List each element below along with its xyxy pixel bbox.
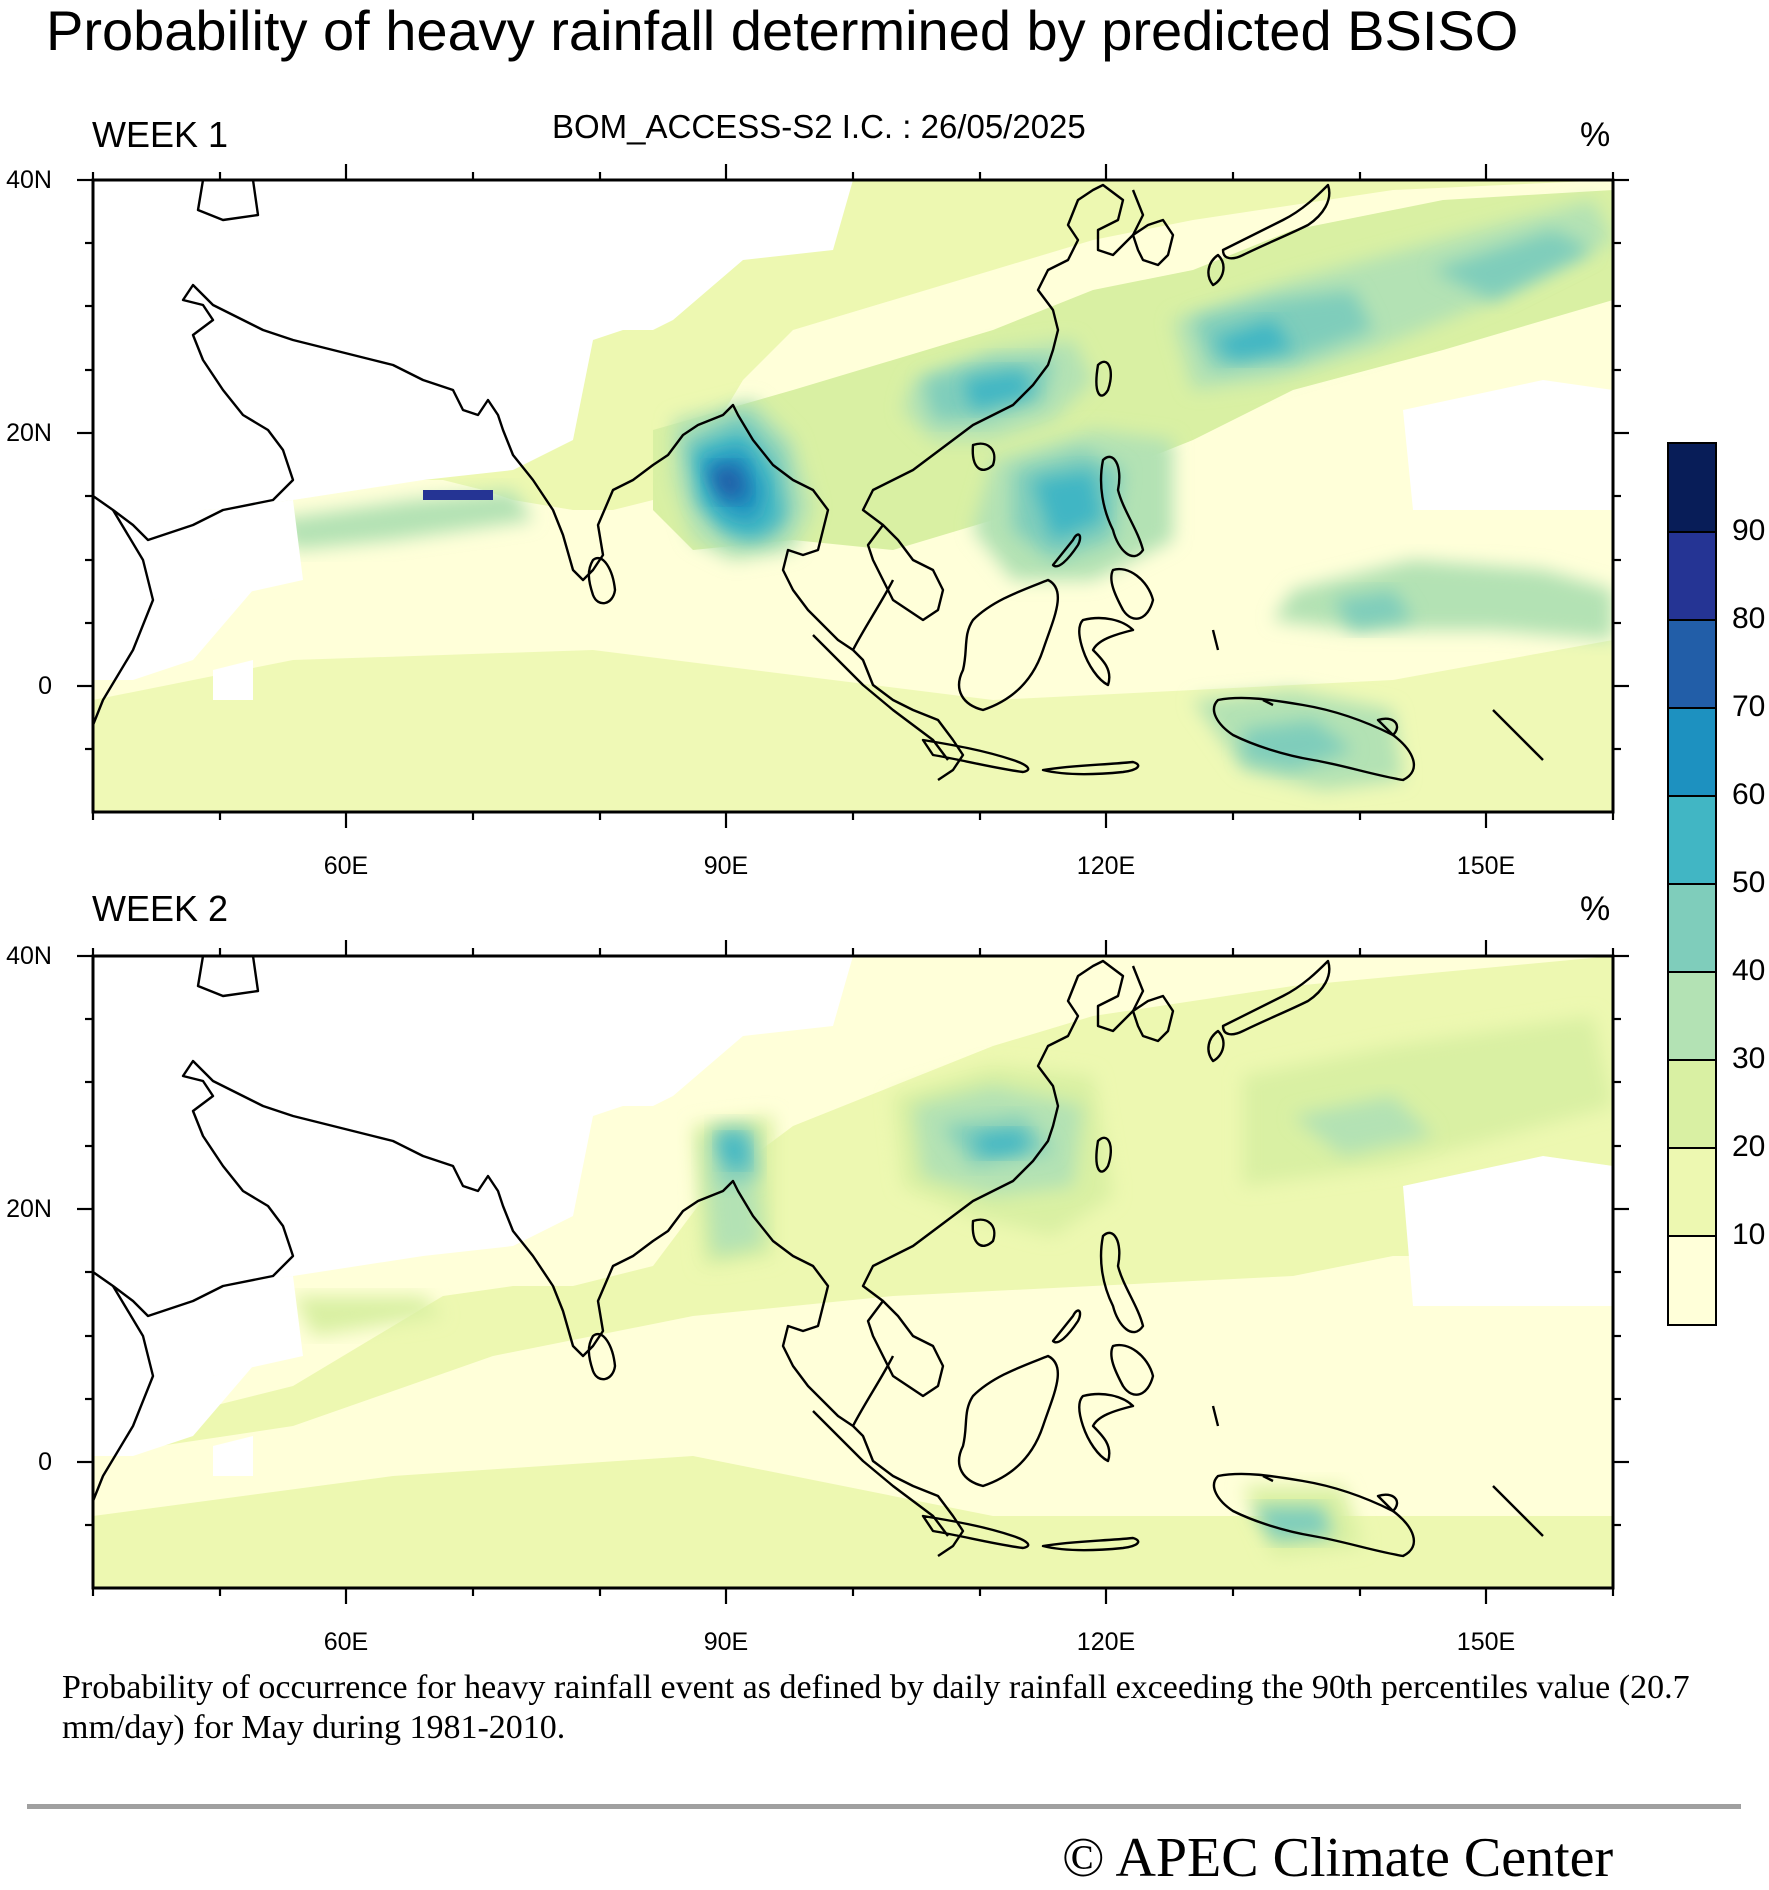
colorbar-segment [1669,444,1715,532]
colorbar-label: 50 [1732,866,1766,899]
week2-lat-40n: 40N [6,942,52,970]
colorbar-boundary [1669,1235,1715,1237]
colorbar-label: 40 [1732,954,1766,987]
colorbar-segment [1669,1060,1715,1148]
colorbar [1667,442,1717,1326]
colorbar-boundary [1669,531,1715,533]
week1-rainfall-field [93,180,1613,812]
week1-lat-20n: 20N [6,419,52,447]
figure-caption: Probability of occurrence for heavy rain… [62,1669,1690,1746]
maps-svg: 40N 20N 0 60E 90E 120E 150E 40N 20N 0 60… [6,162,1631,1656]
colorbar-segment [1669,972,1715,1060]
week1-unit: % [1580,116,1611,154]
week2-lon-90e: 90E [704,1628,748,1656]
colorbar-label: 10 [1732,1218,1766,1251]
colorbar-segment [1669,1148,1715,1236]
week1-lon-60e: 60E [324,852,368,880]
colorbar-boundary [1669,1147,1715,1149]
week1-lat-0: 0 [38,672,52,700]
week2-lon-150e: 150E [1457,1628,1515,1656]
copyright-notice: © APEC Climate Center [1062,1827,1614,1889]
week2-map: 40N 20N 0 60E 90E 120E 150E [6,938,1631,1656]
model-init-subtitle: BOM_ACCESS-S2 I.C. : 26/05/2025 [552,108,1086,145]
colorbar-boundary [1669,883,1715,885]
week2-lon-120e: 120E [1077,1628,1135,1656]
colorbar-label: 80 [1732,602,1766,635]
week2-rainfall-field [93,956,1613,1588]
colorbar-segment [1669,884,1715,972]
colorbar-label: 70 [1732,690,1766,723]
colorbar-boundary [1669,795,1715,797]
colorbar-segment [1669,1236,1715,1324]
colorbar-label: 60 [1732,778,1766,811]
colorbar-boundary [1669,971,1715,973]
colorbar-label: 30 [1732,1042,1766,1075]
week1-lon-150e: 150E [1457,852,1515,880]
colorbar-label: 90 [1732,514,1766,547]
colorbar-boundary [1669,1059,1715,1061]
week2-lat-0: 0 [38,1448,52,1476]
week1-map: 40N 20N 0 60E 90E 120E 150E [6,162,1631,880]
footer-divider [27,1804,1741,1809]
colorbar-segment [1669,796,1715,884]
colorbar-segment [1669,708,1715,796]
week1-lat-40n: 40N [6,166,52,194]
week1-label: WEEK 1 [92,114,229,155]
colorbar-label: 20 [1732,1130,1766,1163]
colorbar-boundary [1669,619,1715,621]
week2-label: WEEK 2 [92,888,229,929]
colorbar-segment [1669,532,1715,620]
week2-lon-60e: 60E [324,1628,368,1656]
page-title: Probability of heavy rainfall determined… [46,0,1519,62]
week1-lon-90e: 90E [704,852,748,880]
week1-lon-120e: 120E [1077,852,1135,880]
week2-lat-20n: 20N [6,1195,52,1223]
week2-unit: % [1580,890,1611,928]
colorbar-segment [1669,620,1715,708]
colorbar-boundary [1669,707,1715,709]
